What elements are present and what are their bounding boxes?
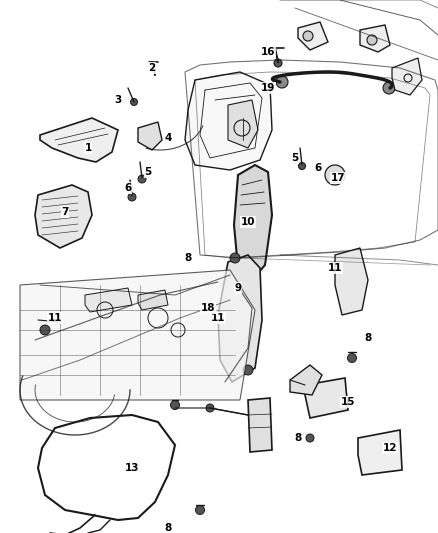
Polygon shape	[218, 255, 262, 382]
Text: 19: 19	[261, 83, 275, 93]
Circle shape	[230, 253, 240, 263]
Polygon shape	[35, 185, 92, 248]
Text: 2: 2	[148, 63, 155, 73]
Polygon shape	[248, 398, 272, 452]
Polygon shape	[228, 100, 258, 148]
Text: 5: 5	[145, 167, 152, 177]
Text: 15: 15	[341, 397, 355, 407]
Polygon shape	[360, 25, 390, 52]
Circle shape	[195, 505, 205, 514]
Text: 7: 7	[61, 207, 69, 217]
Polygon shape	[392, 58, 422, 95]
Polygon shape	[234, 165, 272, 280]
Circle shape	[347, 353, 357, 362]
Polygon shape	[298, 22, 328, 50]
Text: 17: 17	[331, 173, 345, 183]
Circle shape	[131, 99, 138, 106]
Text: 6: 6	[314, 163, 321, 173]
Circle shape	[128, 193, 136, 201]
Circle shape	[306, 434, 314, 442]
Text: 8: 8	[294, 433, 302, 443]
Text: 16: 16	[261, 47, 275, 57]
Polygon shape	[138, 122, 162, 150]
Circle shape	[274, 59, 282, 67]
Polygon shape	[85, 288, 132, 312]
Circle shape	[325, 165, 345, 185]
Circle shape	[383, 82, 395, 94]
Circle shape	[206, 404, 214, 412]
Circle shape	[243, 365, 253, 375]
Polygon shape	[335, 248, 368, 315]
Polygon shape	[138, 290, 168, 310]
Text: 18: 18	[201, 303, 215, 313]
Circle shape	[367, 35, 377, 45]
Text: 11: 11	[48, 313, 62, 323]
Circle shape	[40, 325, 50, 335]
Circle shape	[276, 76, 288, 88]
Circle shape	[303, 31, 313, 41]
Text: 12: 12	[383, 443, 397, 453]
Text: 8: 8	[164, 523, 172, 533]
Polygon shape	[40, 118, 118, 162]
Text: 3: 3	[114, 95, 122, 105]
Circle shape	[170, 400, 180, 409]
Text: 11: 11	[328, 263, 342, 273]
Text: 10: 10	[241, 217, 255, 227]
Text: 6: 6	[124, 183, 132, 193]
Text: 5: 5	[291, 153, 299, 163]
Text: 8: 8	[184, 253, 192, 263]
Polygon shape	[290, 365, 322, 395]
Text: 9: 9	[234, 283, 242, 293]
Polygon shape	[185, 72, 272, 170]
Text: 4: 4	[164, 133, 172, 143]
Polygon shape	[20, 270, 255, 400]
Text: 13: 13	[125, 463, 139, 473]
Text: 11: 11	[211, 313, 225, 323]
Text: 8: 8	[364, 333, 371, 343]
Circle shape	[299, 163, 305, 169]
Text: 1: 1	[85, 143, 92, 153]
Circle shape	[138, 175, 146, 183]
Polygon shape	[358, 430, 402, 475]
Polygon shape	[305, 378, 348, 418]
